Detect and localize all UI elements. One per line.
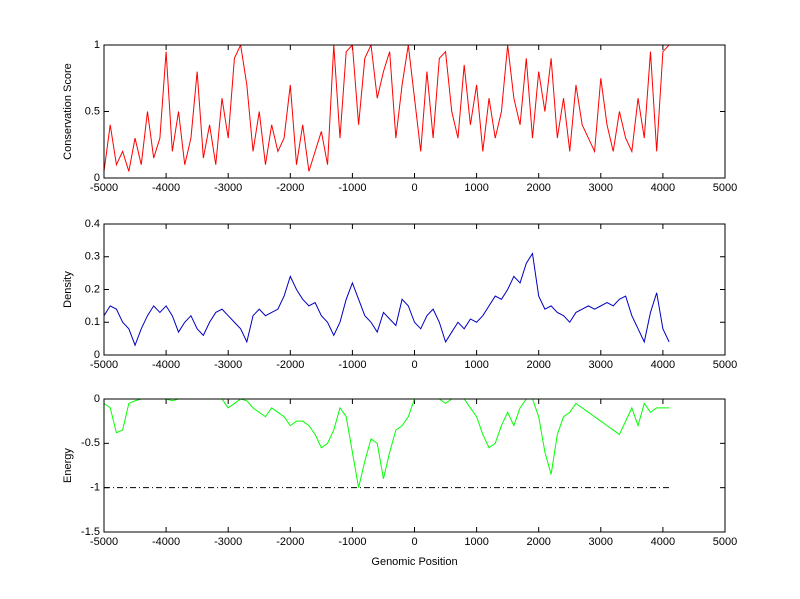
x-axis-label: Genomic Position [371, 556, 457, 568]
axes-box [103, 44, 726, 179]
x-tick-label: 0 [411, 182, 417, 194]
x-tick-label: -3000 [214, 536, 242, 548]
x-tick-label: -4000 [152, 536, 180, 548]
x-tick-label: -2000 [276, 359, 304, 371]
series-line [104, 399, 670, 488]
y-tick-label: -1.5 [81, 526, 100, 538]
x-tick-label: 2000 [526, 359, 550, 371]
x-tick-label: 4000 [651, 536, 675, 548]
x-tick-label: -5000 [90, 536, 118, 548]
x-tick-label: 3000 [589, 536, 613, 548]
y-tick-label: 0 [94, 172, 100, 184]
x-tick-label: 2000 [526, 536, 550, 548]
x-tick-label: -1000 [338, 536, 366, 548]
plot-area [104, 224, 725, 355]
x-tick-label: 3000 [589, 182, 613, 194]
series-line [104, 252, 670, 347]
y-axis-label: Conservation Score [62, 63, 74, 160]
x-tick-label: 5000 [713, 536, 737, 548]
plot-area [104, 399, 725, 532]
x-tick-label: -1000 [338, 359, 366, 371]
x-tick-label: -3000 [214, 359, 242, 371]
y-axis-label: Density [62, 271, 74, 308]
x-tick-label: 1000 [464, 536, 488, 548]
x-tick-label: -2000 [276, 536, 304, 548]
x-tick-label: -5000 [90, 359, 118, 371]
y-tick-label: -1 [90, 482, 100, 494]
x-tick-label: -4000 [152, 359, 180, 371]
y-tick-label: 0 [94, 349, 100, 361]
x-tick-label: 4000 [651, 359, 675, 371]
x-tick-label: -1000 [338, 182, 366, 194]
x-tick-label: 5000 [713, 182, 737, 194]
x-tick-label: -5000 [90, 182, 118, 194]
x-tick-label: -2000 [276, 182, 304, 194]
x-tick-label: 5000 [713, 359, 737, 371]
plot-area [104, 45, 725, 178]
y-tick-label: 0 [94, 393, 100, 405]
series-line [104, 45, 670, 172]
x-tick-label: 2000 [526, 182, 550, 194]
x-tick-label: 0 [411, 536, 417, 548]
x-tick-label: -4000 [152, 182, 180, 194]
y-tick-label: 0.2 [85, 283, 100, 295]
y-tick-label: -0.5 [81, 437, 100, 449]
x-tick-label: 4000 [651, 182, 675, 194]
x-tick-label: -3000 [214, 182, 242, 194]
y-tick-label: 0.1 [85, 316, 100, 328]
axes-box [103, 398, 726, 533]
x-tick-label: 1000 [464, 359, 488, 371]
x-tick-label: 1000 [464, 182, 488, 194]
y-tick-label: 0.4 [85, 218, 100, 230]
x-tick-label: 3000 [589, 359, 613, 371]
axes-box [103, 223, 726, 356]
y-axis-label: Energy [62, 448, 74, 483]
y-tick-label: 0.3 [85, 251, 100, 263]
x-tick-label: 0 [411, 359, 417, 371]
y-tick-label: 0.5 [85, 105, 100, 117]
y-tick-label: 1 [94, 39, 100, 51]
